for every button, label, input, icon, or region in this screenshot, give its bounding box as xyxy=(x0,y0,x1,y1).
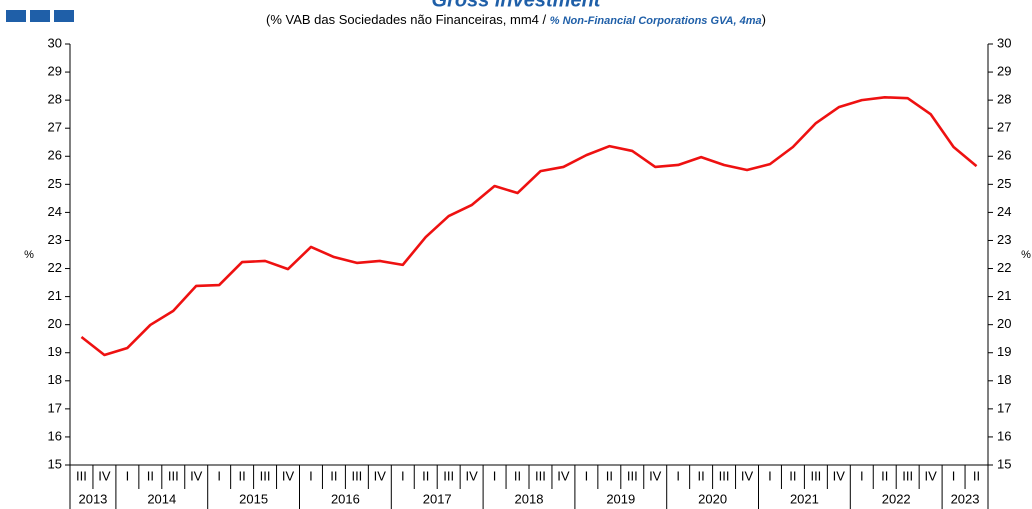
x-tick-label: IV xyxy=(98,468,111,483)
y2-tick-label: 27 xyxy=(997,120,1011,135)
year-label: 2020 xyxy=(698,491,727,506)
x-tick-label: II xyxy=(239,468,246,483)
y2-tick-label: 20 xyxy=(997,316,1011,331)
y-tick-label: 18 xyxy=(48,372,62,387)
x-tick-label: II xyxy=(973,468,980,483)
x-tick-label: IV xyxy=(282,468,295,483)
y-tick-label: 25 xyxy=(48,176,62,191)
x-tick-label: II xyxy=(330,468,337,483)
subtitle-en: % Non-Financial Corporations GVA, 4ma xyxy=(550,15,762,27)
y2-tick-label: 22 xyxy=(997,260,1011,275)
y2-tick-label: 21 xyxy=(997,288,1011,303)
x-tick-label: III xyxy=(76,468,87,483)
year-label: 2021 xyxy=(790,491,819,506)
logo-block xyxy=(54,10,74,22)
year-label: 2017 xyxy=(423,491,452,506)
x-tick-label: I xyxy=(493,468,497,483)
y-axis-label: % xyxy=(24,249,34,261)
subtitle-pt: (% VAB das Sociedades não Financeiras, m… xyxy=(266,12,550,27)
x-tick-label: I xyxy=(676,468,680,483)
x-tick-label: I xyxy=(126,468,130,483)
chart-title: Gross investment xyxy=(432,0,602,11)
x-tick-label: II xyxy=(698,468,705,483)
x-tick-label: III xyxy=(351,468,362,483)
y-tick-label: 17 xyxy=(48,400,62,415)
data-line xyxy=(80,96,978,357)
y2-tick-label: 26 xyxy=(997,148,1011,163)
y2-tick-label: 19 xyxy=(997,344,1011,359)
x-tick-label: III xyxy=(260,468,271,483)
year-label: 2014 xyxy=(147,491,176,506)
year-label: 2015 xyxy=(239,491,268,506)
y2-tick-label: 18 xyxy=(997,372,1011,387)
x-tick-label: IV xyxy=(190,468,203,483)
x-tick-label: IV xyxy=(649,468,662,483)
x-tick-label: II xyxy=(514,468,521,483)
subtitle-end: ) xyxy=(762,12,766,27)
x-tick-label: I xyxy=(217,468,221,483)
y2-tick-label: 24 xyxy=(997,204,1011,219)
x-tick-label: II xyxy=(881,468,888,483)
x-tick-label: III xyxy=(443,468,454,483)
x-tick-label: III xyxy=(810,468,821,483)
x-tick-label: IV xyxy=(374,468,387,483)
x-tick-label: I xyxy=(768,468,772,483)
y-tick-label: 24 xyxy=(48,204,62,219)
y2-tick-label: 28 xyxy=(997,92,1011,107)
x-tick-label: III xyxy=(168,468,179,483)
x-tick-label: I xyxy=(860,468,864,483)
y-tick-label: 26 xyxy=(48,148,62,163)
x-tick-label: III xyxy=(719,468,730,483)
y2-tick-label: 25 xyxy=(997,176,1011,191)
x-tick-label: III xyxy=(627,468,638,483)
year-label: 2022 xyxy=(882,491,911,506)
x-tick-label: IV xyxy=(741,468,754,483)
x-tick-label: I xyxy=(585,468,589,483)
y2-axis-label: % xyxy=(1021,249,1031,261)
x-tick-label: IV xyxy=(465,468,478,483)
y-tick-label: 16 xyxy=(48,428,62,443)
y-tick-label: 15 xyxy=(48,456,62,471)
y2-tick-label: 17 xyxy=(997,400,1011,415)
y-tick-label: 20 xyxy=(48,316,62,331)
year-label: 2016 xyxy=(331,491,360,506)
y2-tick-label: 29 xyxy=(997,64,1011,79)
y-tick-label: 27 xyxy=(48,120,62,135)
y2-tick-label: 30 xyxy=(997,35,1011,50)
logo-block xyxy=(30,10,50,22)
year-label: 2013 xyxy=(78,491,107,506)
y2-tick-label: 16 xyxy=(997,428,1011,443)
year-label: 2019 xyxy=(606,491,635,506)
x-tick-label: IV xyxy=(833,468,846,483)
y-tick-label: 19 xyxy=(48,344,62,359)
x-tick-label: II xyxy=(147,468,154,483)
x-tick-label: I xyxy=(952,468,956,483)
y-tick-label: 21 xyxy=(48,288,62,303)
year-label: 2018 xyxy=(515,491,544,506)
x-tick-label: IV xyxy=(924,468,937,483)
chart-subtitle: (% VAB das Sociedades não Financeiras, m… xyxy=(266,12,766,27)
y-tick-label: 22 xyxy=(48,260,62,275)
year-label: 2023 xyxy=(951,491,980,506)
x-tick-label: I xyxy=(309,468,313,483)
y-tick-label: 28 xyxy=(48,92,62,107)
logo-block xyxy=(6,10,26,22)
y-tick-label: 30 xyxy=(48,35,62,50)
x-tick-label: II xyxy=(789,468,796,483)
x-tick-label: II xyxy=(422,468,429,483)
y2-tick-label: 15 xyxy=(997,456,1011,471)
y-tick-label: 23 xyxy=(48,232,62,247)
y-tick-label: 29 xyxy=(48,64,62,79)
x-tick-label: IV xyxy=(557,468,570,483)
y2-tick-label: 23 xyxy=(997,232,1011,247)
x-tick-label: III xyxy=(535,468,546,483)
x-tick-label: III xyxy=(902,468,913,483)
x-tick-label: II xyxy=(606,468,613,483)
x-tick-label: I xyxy=(401,468,405,483)
